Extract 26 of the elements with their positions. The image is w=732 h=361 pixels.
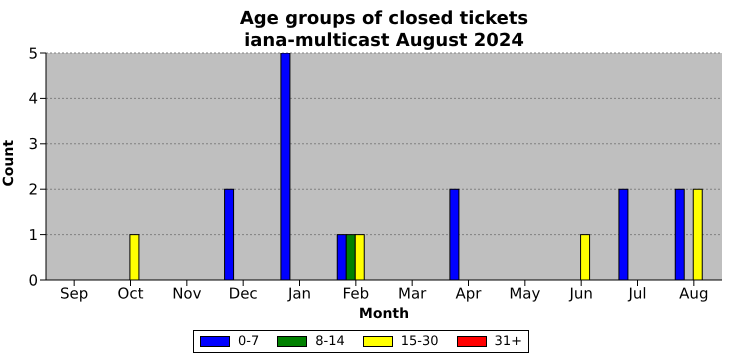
y-tick-label: 1 — [28, 226, 38, 244]
x-tick-label: Jul — [627, 284, 647, 303]
legend-label: 31+ — [494, 334, 522, 349]
x-tick-label: Apr — [456, 284, 482, 303]
y-tick-label: 4 — [28, 90, 38, 108]
x-tick-label: May — [509, 284, 540, 303]
legend-label: 15-30 — [400, 334, 439, 349]
x-tick-label: Mar — [398, 284, 428, 303]
y-tick-label: 5 — [28, 44, 38, 62]
y-tick-label: 2 — [28, 180, 38, 199]
x-tick-label: Jan — [286, 284, 312, 303]
x-tick-label: Aug — [679, 284, 708, 303]
y-tick-label: 0 — [28, 271, 38, 290]
x-tick-label: Nov — [172, 284, 202, 303]
legend-label: 8-14 — [315, 334, 345, 349]
y-tick-label: 3 — [28, 135, 38, 154]
x-tick-label: Feb — [342, 284, 370, 303]
x-tick-label: Dec — [228, 284, 258, 303]
x-tick-label: Jun — [568, 284, 593, 303]
x-axis-title: Month — [358, 306, 410, 322]
y-axis-title: Count — [0, 140, 17, 186]
chart-title: Age groups of closed tickets — [238, 8, 530, 30]
x-tick-label: Oct — [118, 284, 144, 303]
legend-label: 0-7 — [238, 334, 260, 349]
x-tick-label: Sep — [60, 284, 88, 303]
chart-subtitle: iana-multicast August 2024 — [243, 30, 525, 52]
